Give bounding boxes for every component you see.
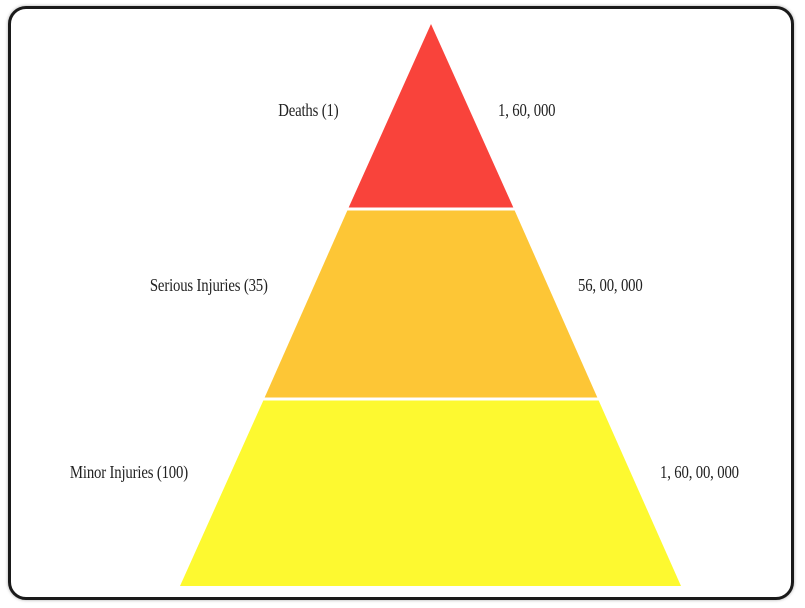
tier-minor-injuries-value: 1, 60, 00, 000 [660, 462, 739, 482]
tier-deaths-value: 1, 60, 000 [498, 100, 556, 120]
tier-serious-injuries-value: 56, 00, 000 [578, 275, 643, 295]
tier-deaths-label: Deaths (1) [277, 100, 338, 120]
tier-serious-injuries-label: Serious Injuries (35) [150, 275, 268, 295]
tier-minor-injuries-label: Minor Injuries (100) [69, 462, 188, 482]
tier-minor-injuries [180, 399, 681, 586]
tier-deaths [348, 24, 514, 209]
tier-serious-injuries [264, 209, 598, 399]
